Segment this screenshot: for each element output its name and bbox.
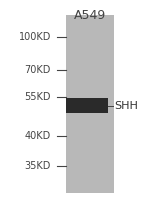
Text: 55KD: 55KD — [24, 92, 51, 102]
Bar — [66, 15, 114, 193]
Text: 70KD: 70KD — [25, 65, 51, 74]
Bar — [66, 98, 108, 113]
Text: SHH: SHH — [114, 101, 138, 111]
Text: A549: A549 — [74, 9, 106, 22]
Text: 100KD: 100KD — [19, 33, 51, 42]
Text: 40KD: 40KD — [25, 131, 51, 141]
Text: 35KD: 35KD — [25, 161, 51, 171]
